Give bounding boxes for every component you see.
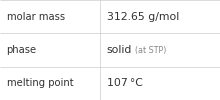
Text: solid: solid <box>107 45 132 55</box>
Text: molar mass: molar mass <box>7 12 65 22</box>
Text: 312.65 g/mol: 312.65 g/mol <box>107 12 179 22</box>
Text: melting point: melting point <box>7 78 73 88</box>
Text: (at STP): (at STP) <box>135 46 167 54</box>
Text: phase: phase <box>7 45 37 55</box>
Text: 107 °C: 107 °C <box>107 78 143 88</box>
